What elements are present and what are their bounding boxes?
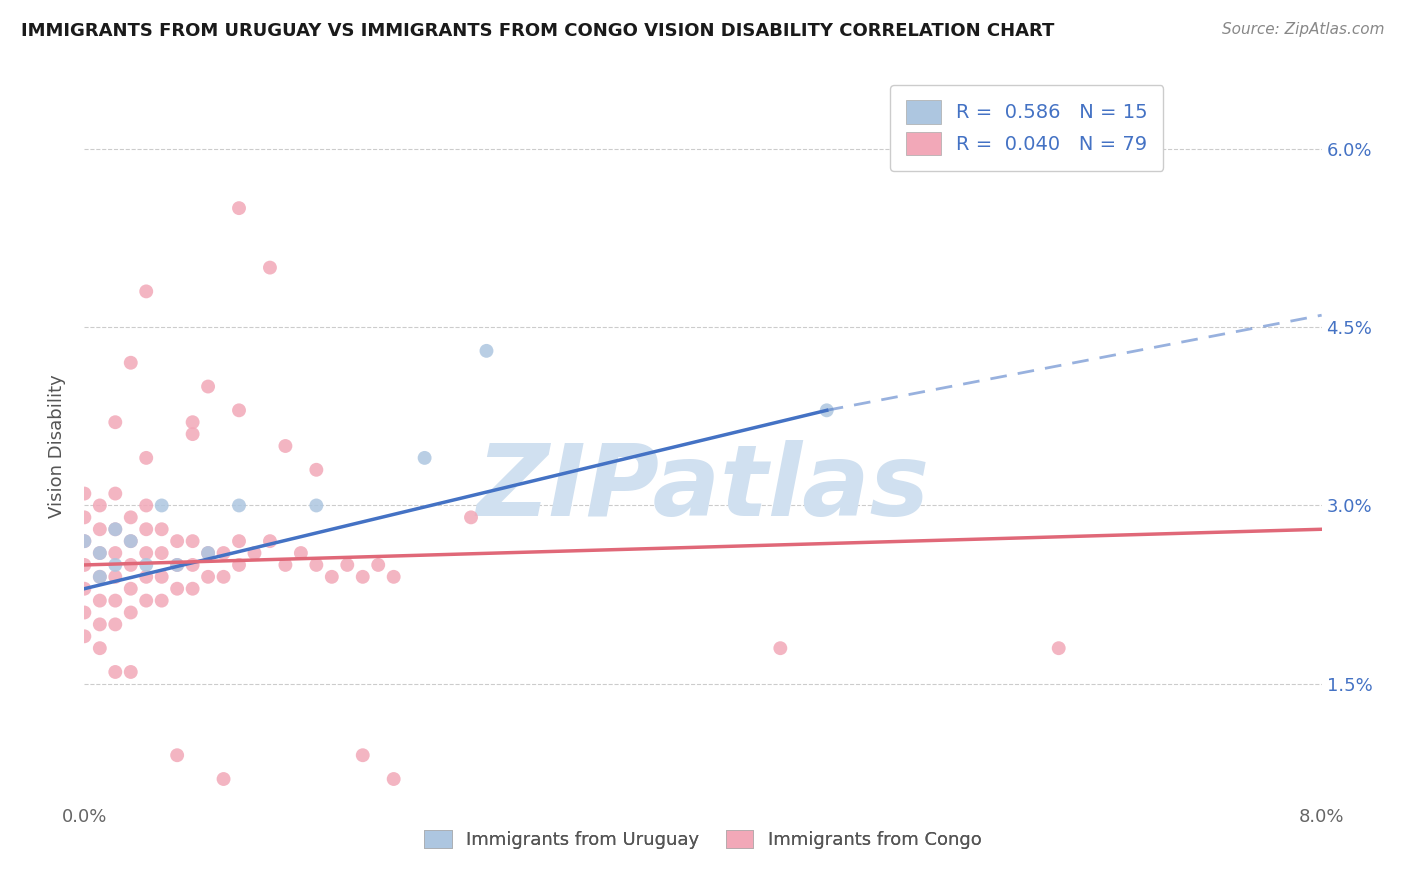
Point [120, 356, 142, 370]
Point [104, 570, 127, 584]
Point [274, 558, 297, 572]
Point [259, 260, 281, 275]
Point [135, 593, 157, 607]
Point [274, 439, 297, 453]
Point [120, 582, 142, 596]
Point [150, 499, 173, 513]
Point [120, 558, 142, 572]
Point [212, 546, 235, 560]
Point [73, 558, 96, 572]
Point [89, 522, 111, 536]
Point [104, 546, 127, 560]
Point [197, 546, 219, 560]
Point [460, 510, 482, 524]
Point [73, 510, 96, 524]
Point [259, 534, 281, 549]
Point [120, 665, 142, 679]
Point [104, 522, 127, 536]
Point [89, 641, 111, 656]
Point [181, 582, 204, 596]
Point [120, 606, 142, 620]
Point [135, 522, 157, 536]
Point [135, 570, 157, 584]
Point [104, 486, 127, 500]
Point [104, 617, 127, 632]
Point [352, 570, 374, 584]
Point [104, 415, 127, 429]
Point [197, 546, 219, 560]
Point [228, 403, 250, 417]
Text: IMMIGRANTS FROM URUGUAY VS IMMIGRANTS FROM CONGO VISION DISABILITY CORRELATION C: IMMIGRANTS FROM URUGUAY VS IMMIGRANTS FR… [21, 22, 1054, 40]
Point [290, 546, 312, 560]
Point [1047, 641, 1070, 656]
Point [243, 546, 266, 560]
Point [197, 379, 219, 393]
Text: ZIPatlas: ZIPatlas [477, 441, 929, 537]
Point [73, 534, 96, 549]
Point [181, 427, 204, 442]
Point [305, 558, 328, 572]
Point [228, 558, 250, 572]
Point [120, 534, 142, 549]
Point [367, 558, 389, 572]
Point [73, 606, 96, 620]
Point [135, 450, 157, 465]
Point [120, 510, 142, 524]
Point [166, 558, 188, 572]
Point [197, 570, 219, 584]
Point [104, 522, 127, 536]
Point [321, 570, 343, 584]
Point [135, 546, 157, 560]
Point [413, 450, 436, 465]
Point [120, 534, 142, 549]
Point [166, 748, 188, 763]
Point [228, 499, 250, 513]
Point [475, 343, 498, 358]
Point [181, 415, 204, 429]
Point [135, 558, 157, 572]
Point [73, 534, 96, 549]
Point [228, 201, 250, 215]
Legend: Immigrants from Uruguay, Immigrants from Congo: Immigrants from Uruguay, Immigrants from… [415, 821, 991, 858]
Point [89, 570, 111, 584]
Point [228, 534, 250, 549]
Point [89, 593, 111, 607]
Point [352, 748, 374, 763]
Point [104, 665, 127, 679]
Point [382, 772, 405, 786]
Point [769, 641, 792, 656]
Text: Source: ZipAtlas.com: Source: ZipAtlas.com [1222, 22, 1385, 37]
Point [150, 522, 173, 536]
Point [305, 499, 328, 513]
Point [166, 534, 188, 549]
Point [135, 285, 157, 299]
Point [305, 463, 328, 477]
Point [212, 570, 235, 584]
Point [150, 546, 173, 560]
Point [166, 582, 188, 596]
Y-axis label: Vision Disability: Vision Disability [48, 374, 66, 518]
Point [336, 558, 359, 572]
Point [104, 593, 127, 607]
Point [89, 499, 111, 513]
Point [166, 558, 188, 572]
Point [181, 558, 204, 572]
Point [135, 499, 157, 513]
Point [212, 772, 235, 786]
Point [150, 593, 173, 607]
Point [382, 570, 405, 584]
Point [181, 534, 204, 549]
Point [104, 558, 127, 572]
Point [73, 582, 96, 596]
Point [89, 546, 111, 560]
Point [73, 486, 96, 500]
Point [150, 570, 173, 584]
Point [89, 617, 111, 632]
Point [73, 629, 96, 643]
Point [89, 570, 111, 584]
Point [815, 403, 838, 417]
Point [89, 546, 111, 560]
